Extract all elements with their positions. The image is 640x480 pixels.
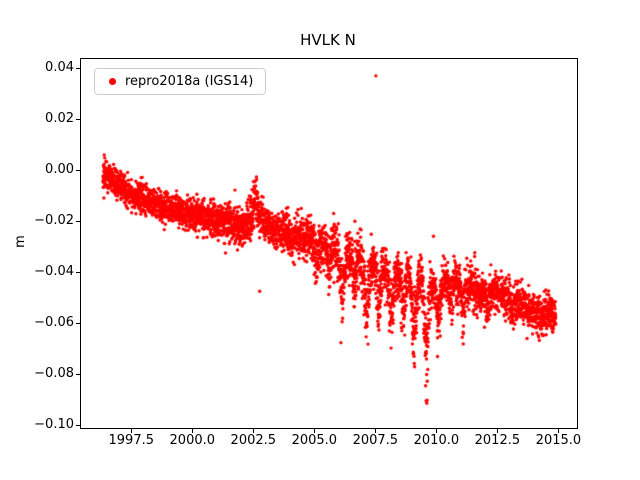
- y-tick-label: −0.02: [34, 213, 74, 229]
- x-tick-mark: [253, 429, 255, 433]
- legend-marker-icon: [109, 78, 116, 85]
- y-tick-mark: [76, 425, 80, 427]
- y-tick-mark: [76, 170, 80, 172]
- x-tick-mark: [436, 429, 438, 433]
- x-tick-label: 2015.0: [535, 433, 582, 448]
- y-tick-label: −0.06: [34, 315, 74, 331]
- y-tick-label: −0.04: [34, 264, 74, 280]
- x-tick-label: 2007.5: [352, 433, 399, 448]
- y-tick-label: 0.00: [45, 162, 74, 178]
- y-tick-label: 0.04: [45, 60, 74, 76]
- scatter-points-canvas: [81, 59, 577, 428]
- x-tick-label: 2000.0: [169, 433, 216, 448]
- chart-title: HVLK N: [300, 31, 356, 49]
- plot-area: repro2018a (IGS14): [80, 58, 578, 429]
- y-tick-mark: [76, 221, 80, 223]
- x-tick-label: 2010.0: [413, 433, 460, 448]
- x-tick-label: 2002.5: [230, 433, 277, 448]
- legend: repro2018a (IGS14): [94, 68, 267, 95]
- y-tick-label: −0.08: [34, 366, 74, 382]
- x-tick-mark: [497, 429, 499, 433]
- x-tick-mark: [192, 429, 194, 433]
- y-tick-mark: [76, 374, 80, 376]
- x-tick-label: 2005.0: [291, 433, 338, 448]
- x-tick-mark: [375, 429, 377, 433]
- x-tick-mark: [558, 429, 560, 433]
- y-tick-mark: [76, 68, 80, 70]
- x-tick-mark: [314, 429, 316, 433]
- y-tick-mark: [76, 272, 80, 274]
- y-tick-mark: [76, 119, 80, 121]
- legend-label: repro2018a (IGS14): [125, 74, 254, 89]
- y-tick-label: 0.02: [45, 111, 74, 127]
- x-tick-label: 1997.5: [108, 433, 155, 448]
- x-tick-mark: [131, 429, 133, 433]
- x-tick-label: 2012.5: [474, 433, 521, 448]
- y-tick-label: −0.10: [34, 417, 74, 433]
- y-axis-label: m: [12, 235, 28, 248]
- y-tick-mark: [76, 323, 80, 325]
